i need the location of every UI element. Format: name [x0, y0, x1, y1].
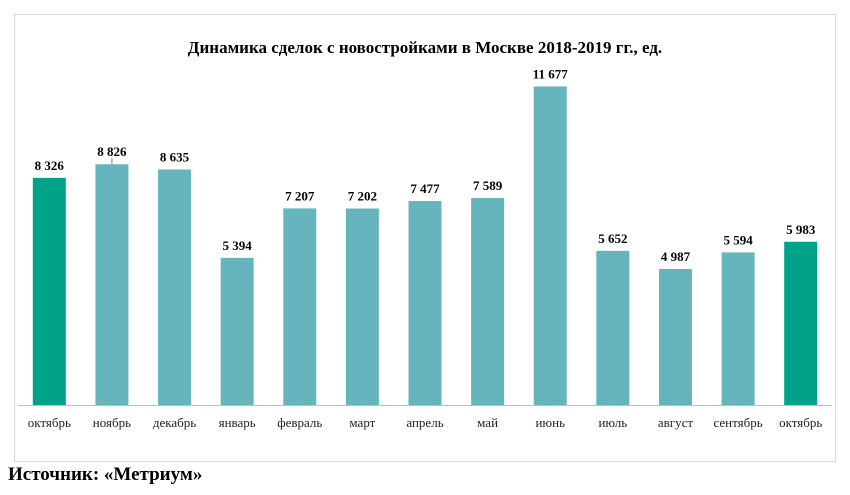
data-label: 8 326: [35, 158, 65, 173]
data-label: 7 477: [410, 181, 440, 196]
x-tick-label: апрель: [406, 415, 443, 430]
bar: [533, 86, 567, 405]
bar: [220, 257, 254, 405]
data-label: 8 635: [160, 149, 190, 164]
bar: [95, 164, 129, 405]
bar: [408, 201, 442, 405]
data-label: 4 987: [661, 249, 691, 264]
bar: [721, 252, 755, 405]
x-tick-label: июль: [598, 415, 627, 430]
bar: [784, 241, 818, 405]
data-label: 8 826: [97, 144, 127, 159]
bar: [32, 177, 66, 405]
data-label: 5 594: [723, 232, 753, 247]
x-tick-label: май: [477, 415, 498, 430]
chart-title: Динамика сделок с новостройками в Москве…: [187, 38, 663, 57]
x-tick-label: октябрь: [28, 415, 71, 430]
data-label: 11 677: [533, 66, 569, 81]
x-tick-label: март: [349, 415, 375, 430]
x-tick-label: февраль: [277, 415, 322, 430]
x-tick-label: август: [658, 415, 694, 430]
data-label: 7 589: [473, 178, 503, 193]
data-label: 5 394: [223, 238, 253, 253]
data-label: 5 983: [786, 222, 816, 237]
data-label: 7 207: [285, 188, 315, 203]
x-tick-label: июнь: [535, 415, 565, 430]
bar: [283, 208, 317, 405]
bar: [596, 250, 630, 405]
bar: [345, 208, 379, 405]
x-tick-label: январь: [219, 415, 256, 430]
bar: [658, 268, 692, 405]
data-label: 7 202: [348, 189, 377, 204]
bar: [471, 197, 505, 405]
source-note: Источник: «Метриум»: [8, 464, 203, 485]
x-tick-label: сентябрь: [713, 415, 762, 430]
x-tick-label: октябрь: [779, 415, 822, 430]
x-tick-label: декабрь: [153, 415, 196, 430]
bar: [158, 169, 192, 405]
x-tick-label: ноябрь: [93, 415, 131, 430]
data-label: 5 652: [598, 231, 627, 246]
